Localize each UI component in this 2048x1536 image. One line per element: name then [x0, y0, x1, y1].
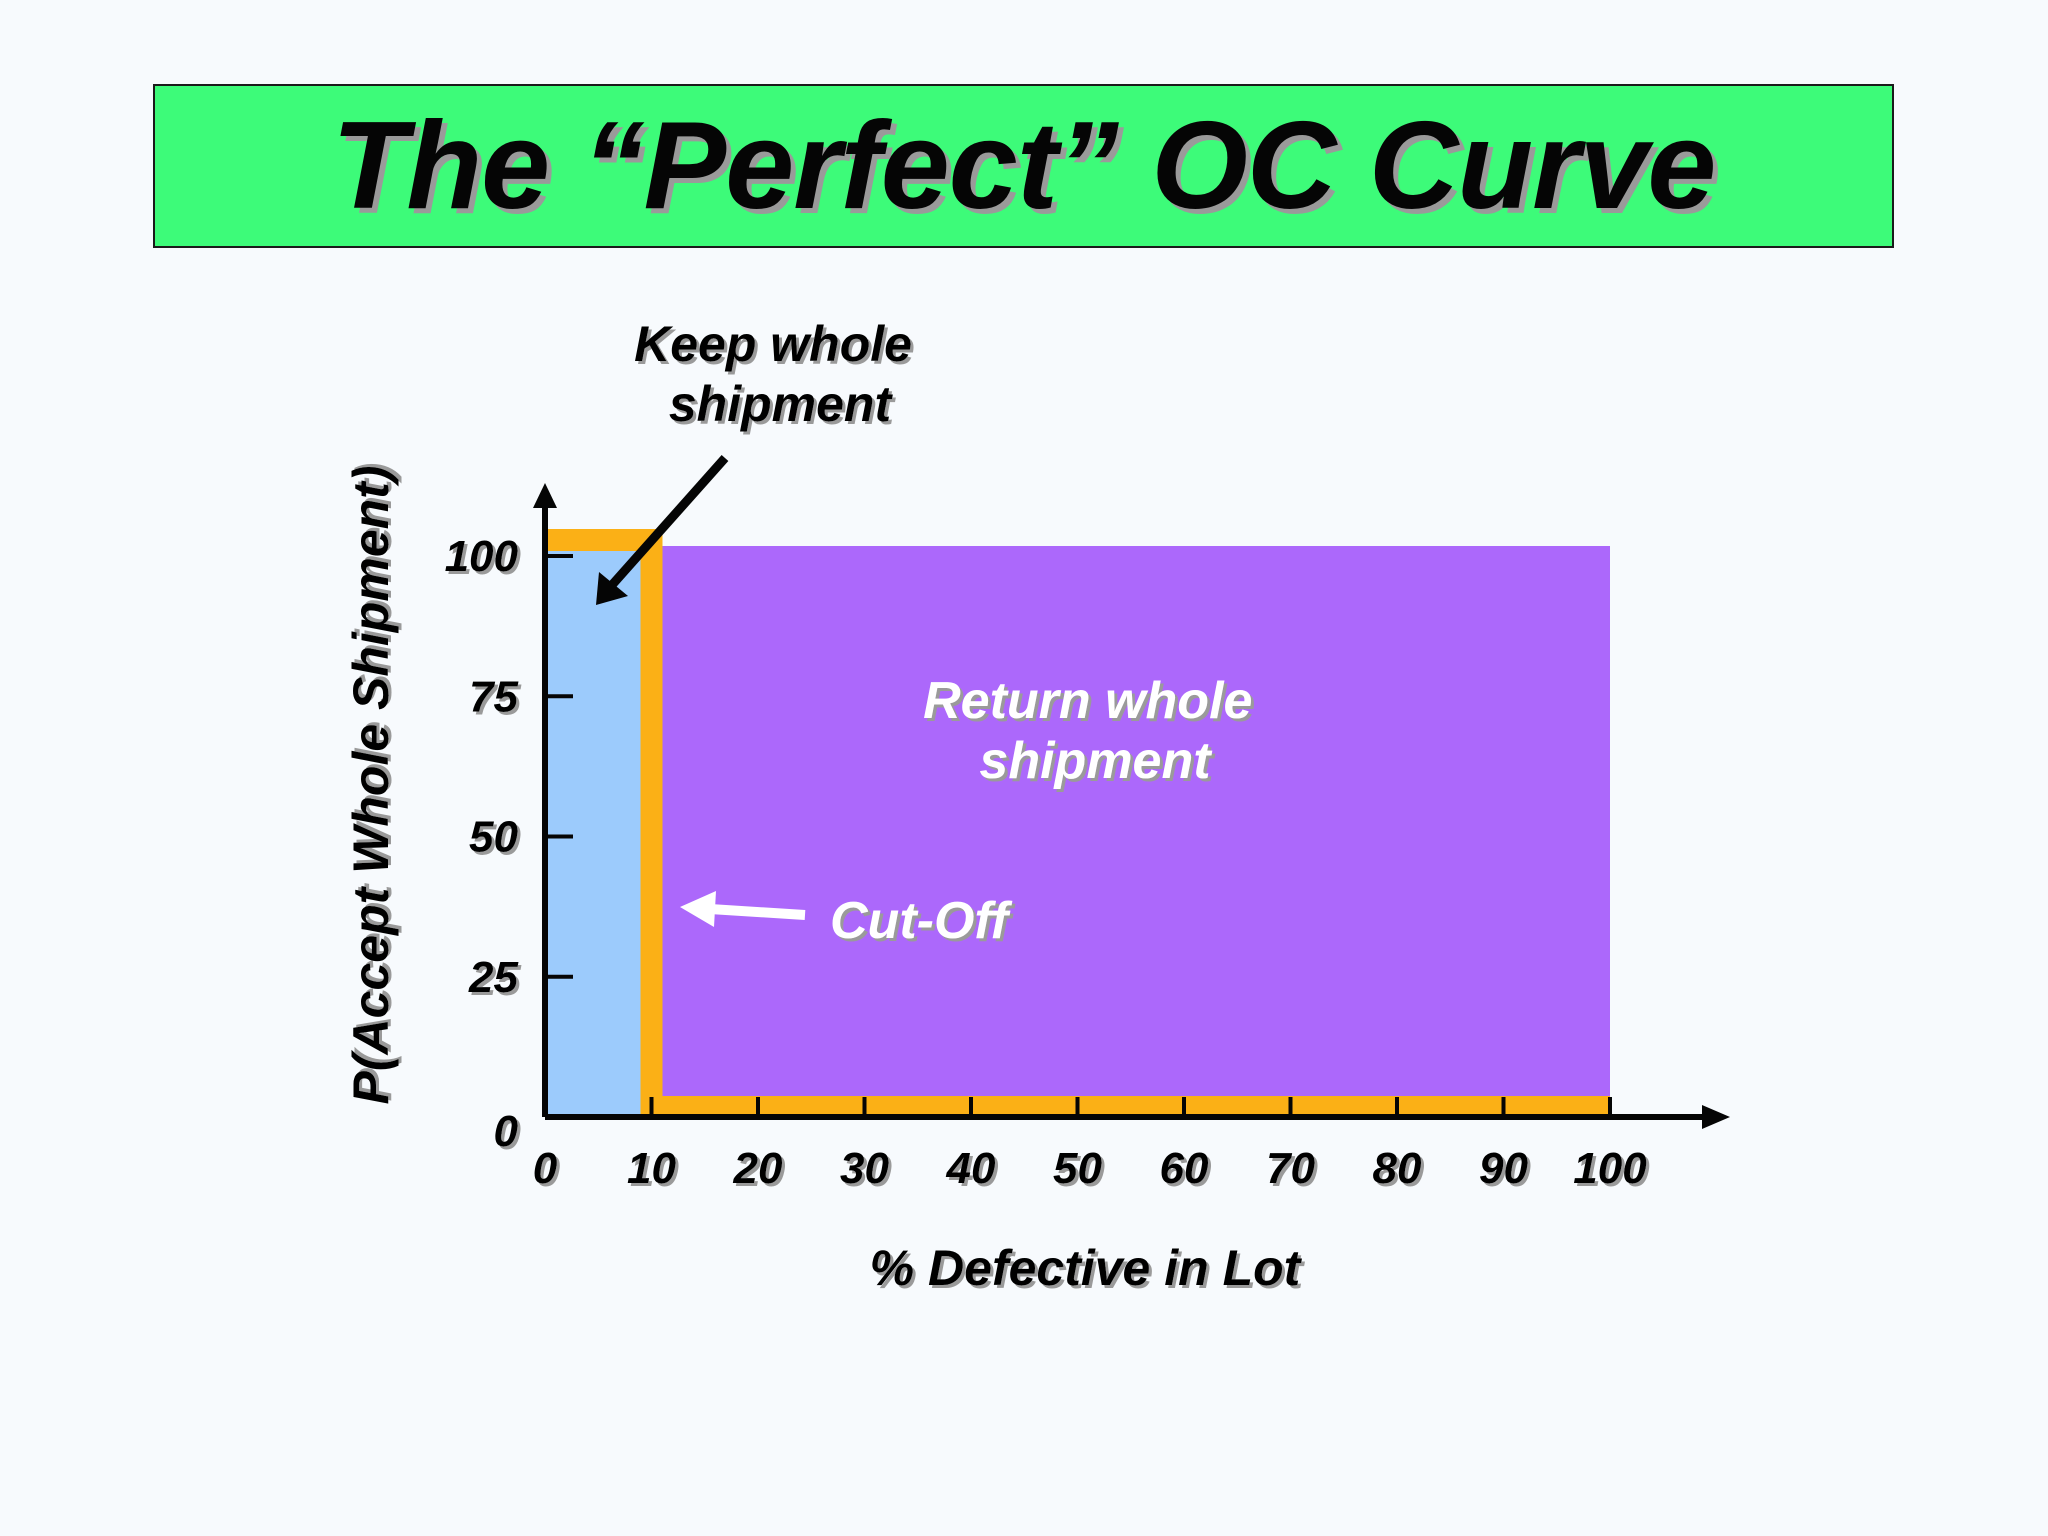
x-tick-label: 70: [1266, 1144, 1315, 1193]
chart-title: The “Perfect” OC Curve: [331, 97, 1717, 235]
y-tick-label: 100: [445, 532, 519, 581]
x-tick-label: 80: [1373, 1144, 1422, 1193]
keep-annotation: Keep whole shipment: [634, 316, 926, 432]
x-tick-label: 40: [946, 1144, 996, 1193]
x-tick-label: 20: [733, 1144, 783, 1193]
x-tick-label: 30: [840, 1144, 889, 1193]
y-tick-label: 50: [469, 813, 518, 862]
keep-arrow-shaft: [608, 455, 729, 588]
x-tick-label: 100: [1573, 1144, 1647, 1193]
cutoff-annotation: Cut-Off: [830, 892, 1013, 950]
x-tick-label: 60: [1160, 1144, 1209, 1193]
y-axis-arrow: [533, 483, 557, 508]
y-axis-label: P(Accept Whole Shipment): [343, 466, 399, 1105]
cutoff-arrow-head: [680, 891, 716, 927]
title-banner: The “Perfect” OC Curve: [153, 84, 1894, 248]
return-annotation-line-2: shipment: [979, 732, 1213, 790]
y-tick-label: 0: [494, 1107, 519, 1156]
cutoff-arrow-shaft: [709, 904, 806, 920]
x-tick-label: 50: [1053, 1144, 1102, 1193]
y-tick-label: 25: [468, 953, 518, 1002]
return-annotation: Return whole shipment: [923, 672, 1267, 790]
oc-curve-line: [545, 529, 1610, 1118]
x-axis-label: % Defective in Lot: [870, 1240, 1303, 1296]
x-tick-label: 0: [533, 1144, 558, 1193]
x-tick-label: 10: [627, 1144, 676, 1193]
ticks: 0 10 20 30 40 50 60 70 80 90 100 0 25 50 75 100: [445, 532, 1648, 1193]
accept-region: [545, 544, 652, 1117]
return-annotation-line-1: Return whole: [923, 672, 1252, 730]
y-tick-label: 75: [469, 672, 518, 721]
x-axis-arrow: [1702, 1105, 1730, 1129]
keep-arrow-head: [596, 572, 628, 605]
reject-region: [651, 546, 1610, 1117]
axes: [533, 483, 1730, 1129]
keep-annotation-line-1: Keep whole: [634, 316, 912, 372]
x-tick-label: 90: [1479, 1144, 1528, 1193]
keep-annotation-line-2: shipment: [669, 376, 894, 432]
